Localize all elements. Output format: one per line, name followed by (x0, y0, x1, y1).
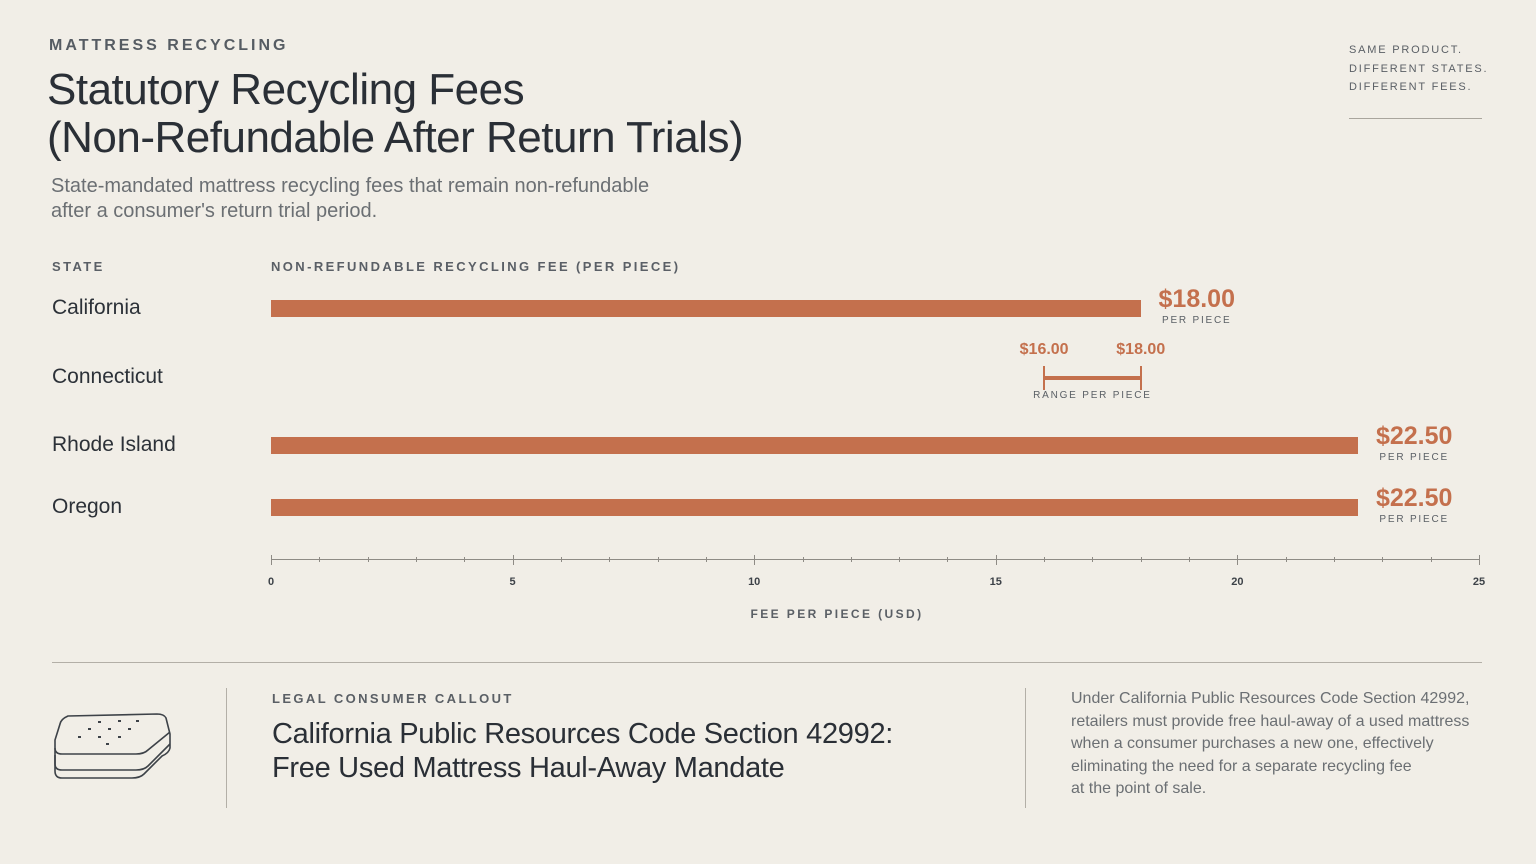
range-high-label-connecticut: $18.00 (1116, 341, 1166, 358)
x-tick-label: 20 (1231, 576, 1244, 588)
x-tick-major (512, 555, 514, 565)
state-label-oregon: Oregon (52, 495, 123, 518)
x-tick-minor (1189, 557, 1191, 562)
callout-title-line-1: California Public Resources Code Section… (272, 718, 894, 750)
column-header-fee: NON-REFUNDABLE RECYCLING FEE (PER PIECE) (271, 259, 681, 274)
callout-body-line-3: when a consumer purchases a new one, eff… (1071, 735, 1434, 753)
x-tick-major (754, 555, 756, 565)
callout-rule-left (226, 688, 227, 808)
section-divider (52, 662, 1482, 663)
state-label-rhode-island: Rhode Island (52, 433, 176, 456)
value-label-oregon: $22.50 (1375, 484, 1453, 512)
unit-label-california: PER PIECE (1161, 315, 1232, 326)
callout-body: Under California Public Resources Code S… (1071, 688, 1491, 801)
x-tick-minor (947, 557, 949, 562)
x-tick-major (1479, 555, 1480, 565)
callout-eyebrow: LEGAL CONSUMER CALLOUT (272, 691, 514, 706)
mattress-icon (52, 712, 174, 782)
range-cap-high-connecticut (1139, 366, 1142, 390)
x-tick-minor (1140, 557, 1142, 562)
x-tick-minor (1285, 557, 1287, 562)
callout-body-line-5: at the point of sale. (1071, 780, 1207, 798)
x-tick-minor (1430, 557, 1432, 562)
range-bar-connecticut (1044, 376, 1141, 380)
callout-body-line-2: retailers must provide free haul-away of… (1071, 712, 1470, 730)
x-tick-minor (802, 557, 804, 562)
x-tick-minor (367, 557, 369, 562)
x-tick-label: 25 (1472, 576, 1486, 588)
subtitle: State-mandated mattress recycling fees t… (51, 174, 751, 224)
x-tick-label: 5 (509, 576, 516, 588)
x-axis-title: FEE PER PIECE (USD) (750, 607, 924, 621)
x-tick-label: 0 (267, 576, 275, 588)
x-tick-minor (464, 557, 466, 562)
x-tick-minor (1044, 557, 1046, 562)
x-tick-minor (705, 557, 707, 562)
side-note-rule (1349, 118, 1482, 119)
title-line-1: Statutory Recycling Fees (47, 65, 525, 114)
state-label-connecticut: Connecticut (52, 365, 163, 388)
value-label-rhode-island: $22.50 (1375, 422, 1453, 450)
x-tick-minor (899, 557, 901, 562)
unit-label-rhode-island: PER PIECE (1379, 452, 1449, 463)
x-tick-major (995, 555, 997, 565)
range-unit-label-connecticut: RANGE PER PIECE (1033, 390, 1152, 401)
x-tick-minor (1334, 557, 1336, 562)
callout-body-line-4: eliminating the need for a separate recy… (1071, 757, 1412, 775)
bar-rhode-island (271, 437, 1359, 454)
mattress-icon-svg (54, 713, 171, 779)
callout-title-line-2: Free Used Mattress Haul-Away Mandate (272, 752, 785, 784)
subtitle-line-1: State-mandated mattress recycling fees t… (51, 175, 650, 197)
x-tick-minor (850, 557, 852, 562)
page-title: Statutory Recycling Fees (Non-Refundable… (47, 65, 744, 162)
side-note: SAME PRODUCT. DIFFERENT STATES. DIFFEREN… (1349, 41, 1488, 97)
value-label-california: $18.00 (1158, 285, 1235, 313)
subtitle-line-2: after a consumer's return trial period. (51, 200, 378, 222)
x-tick-label: 15 (989, 576, 1002, 588)
unit-label-oregon: PER PIECE (1379, 514, 1449, 525)
state-label-california: California (52, 296, 141, 319)
bar-oregon (271, 499, 1359, 516)
title-line-2: (Non-Refundable After Return Trials) (47, 113, 744, 162)
side-note-line-1: SAME PRODUCT. (1349, 44, 1463, 56)
x-tick-minor (319, 557, 321, 562)
callout-rule-right (1025, 688, 1026, 808)
range-cap-low-connecticut (1043, 366, 1046, 390)
x-tick-minor (609, 557, 611, 562)
x-axis-line (271, 559, 1479, 560)
x-tick-minor (657, 557, 659, 562)
x-tick-major (271, 555, 272, 565)
side-note-line-3: DIFFERENT FEES. (1349, 81, 1473, 93)
bar-california (271, 300, 1141, 317)
x-tick-minor (560, 557, 562, 562)
x-tick-minor (415, 557, 417, 562)
callout-title: California Public Resources Code Section… (272, 717, 992, 785)
range-low-label-connecticut: $16.00 (1019, 341, 1069, 358)
x-tick-major (1237, 555, 1239, 565)
x-tick-minor (1382, 557, 1384, 562)
side-note-line-2: DIFFERENT STATES. (1349, 62, 1489, 75)
column-header-state: STATE (52, 259, 105, 274)
x-tick-minor (1092, 557, 1094, 562)
x-tick-label: 10 (748, 576, 761, 588)
eyebrow: MATTRESS RECYCLING (49, 37, 289, 54)
callout-body-line-1: Under California Public Resources Code S… (1071, 690, 1470, 707)
